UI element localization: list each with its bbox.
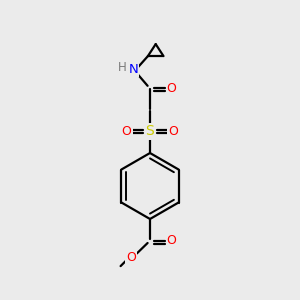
Text: O: O	[127, 250, 136, 264]
Text: O: O	[122, 125, 131, 138]
Text: O: O	[167, 82, 176, 95]
Text: H: H	[117, 61, 126, 74]
Text: N: N	[128, 63, 138, 76]
Text: O: O	[167, 234, 176, 247]
Text: O: O	[169, 125, 178, 138]
Text: S: S	[146, 124, 154, 138]
